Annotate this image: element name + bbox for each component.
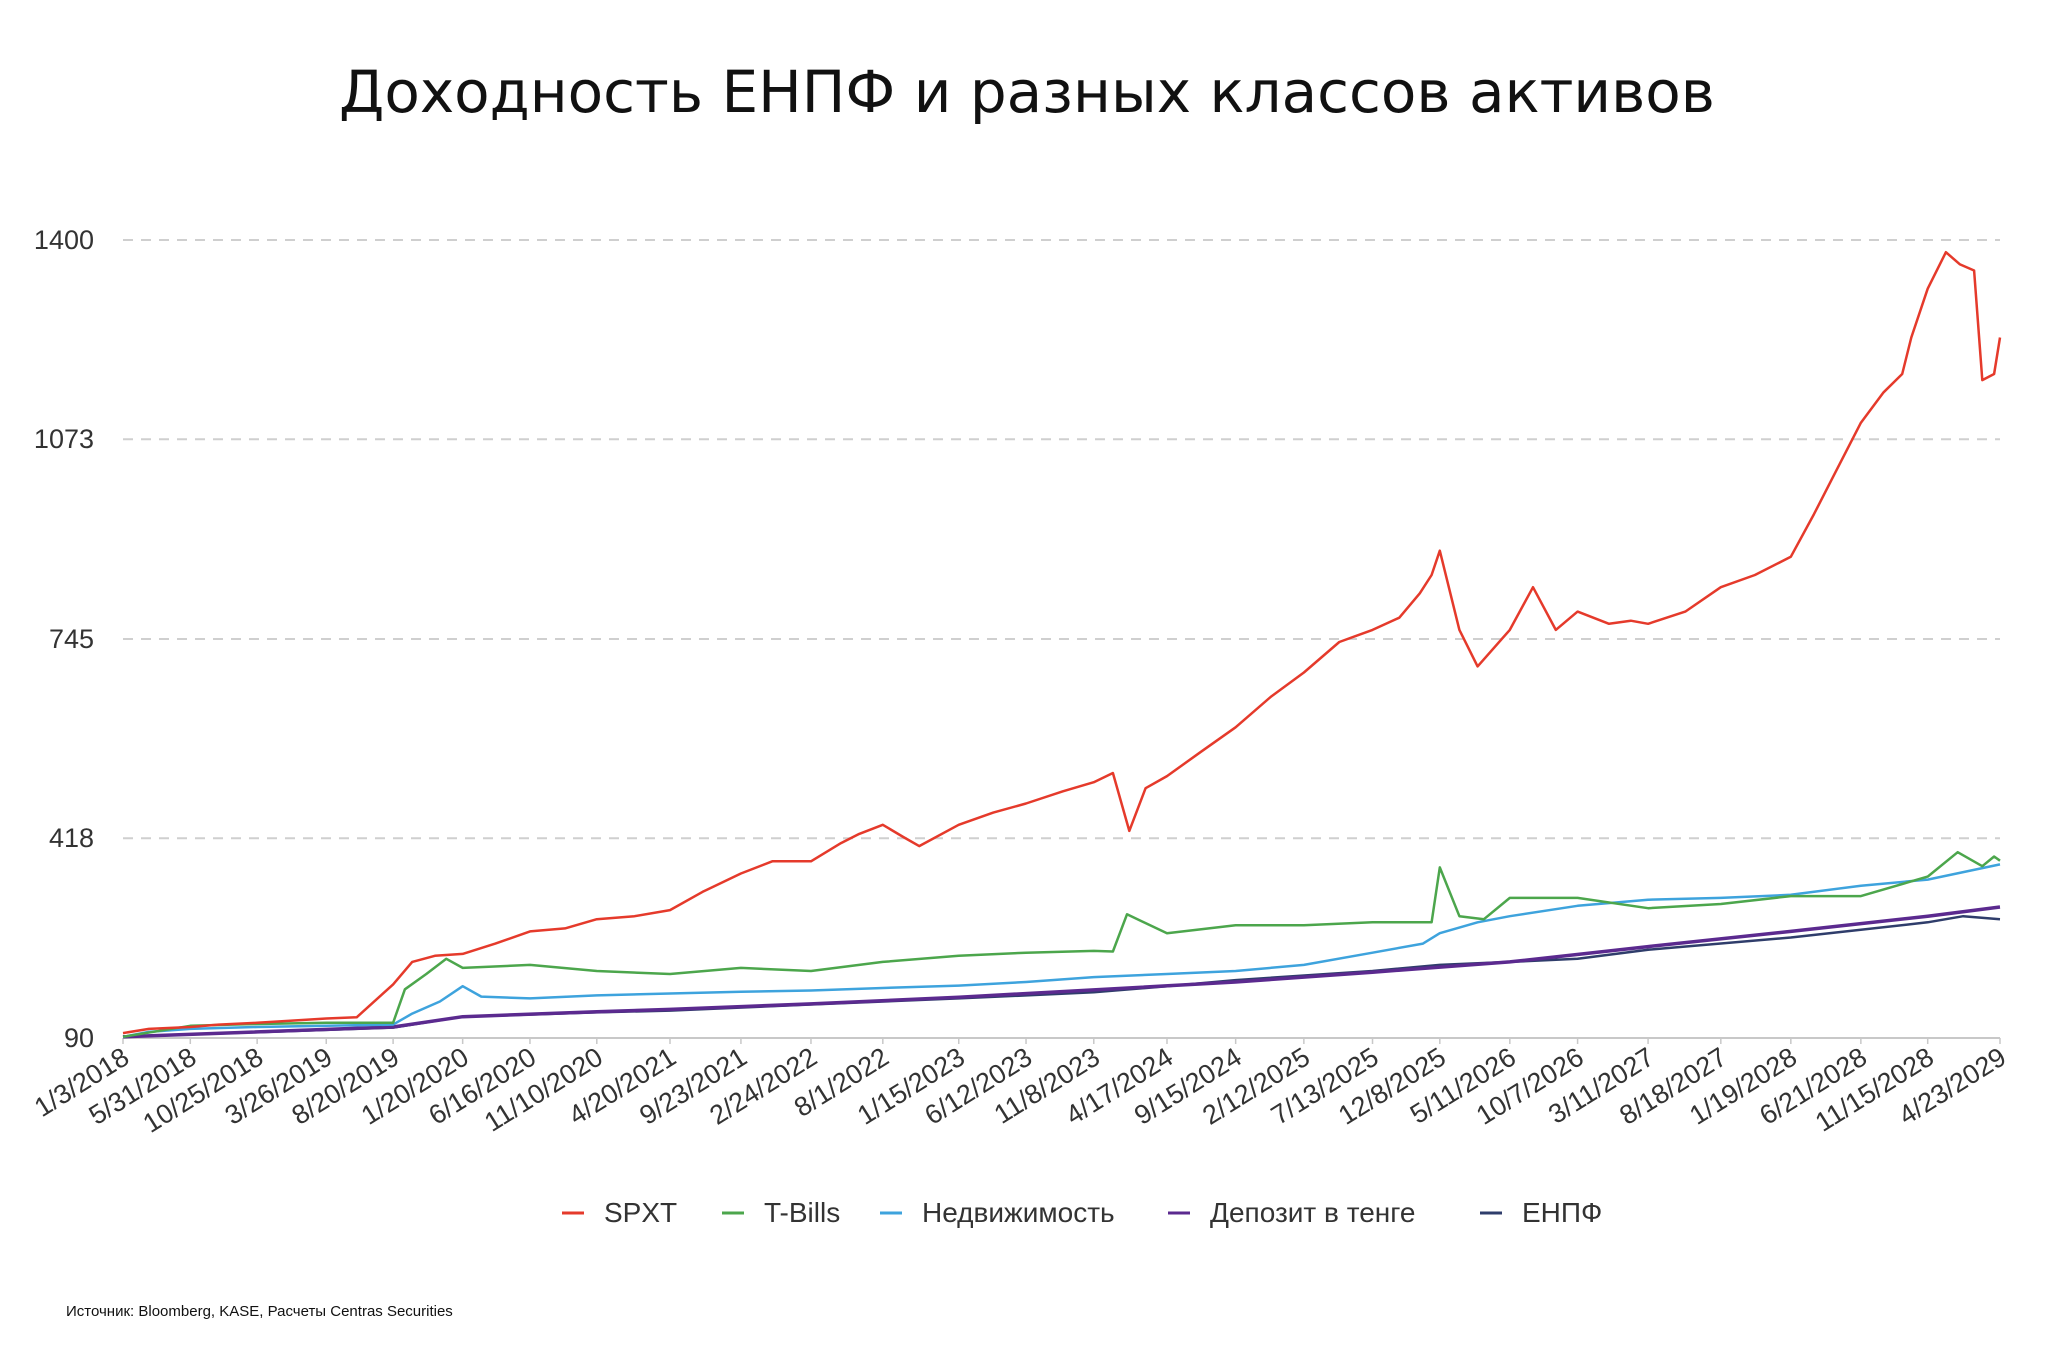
y-tick-label: 745 (49, 624, 94, 654)
legend: SPXT T-Bills Недвижимость Депозит в тенге ЕН… (562, 1197, 1602, 1228)
chart-title: Доходность ЕНПФ и разных классов активов (339, 58, 1715, 126)
series-line-3 (122, 905, 2001, 1039)
series-line-1 (122, 850, 2001, 1039)
y-tick-label: 418 (49, 823, 94, 853)
source-note: Источник: Bloomberg, KASE, Расчеты Centr… (66, 1303, 453, 1320)
series-lines (122, 250, 2002, 1039)
y-tick-labels: 1400 1073 745 418 90 (34, 225, 94, 1053)
legend-label: ЕНПФ (1522, 1197, 1602, 1228)
legend-label: Недвижимость (922, 1197, 1115, 1228)
legend-label: SPXT (604, 1197, 677, 1228)
x-tick-labels: 1/3/20185/31/201810/25/20183/26/20198/20… (29, 1042, 2011, 1139)
y-tick-label: 1073 (34, 424, 94, 454)
series-line-0 (122, 250, 2002, 1035)
legend-item: T-Bills (722, 1197, 840, 1228)
legend-item: Недвижимость (880, 1197, 1115, 1228)
axes (122, 1037, 2001, 1044)
y-tick-label: 1400 (34, 225, 94, 255)
legend-item: ЕНПФ (1480, 1197, 1602, 1228)
legend-label: T-Bills (764, 1197, 840, 1228)
legend-item: Депозит в тенге (1168, 1197, 1415, 1228)
legend-item: SPXT (562, 1197, 677, 1228)
grid-lines (123, 239, 2000, 840)
legend-label: Депозит в тенге (1210, 1197, 1415, 1228)
y-tick-label: 90 (64, 1023, 94, 1053)
